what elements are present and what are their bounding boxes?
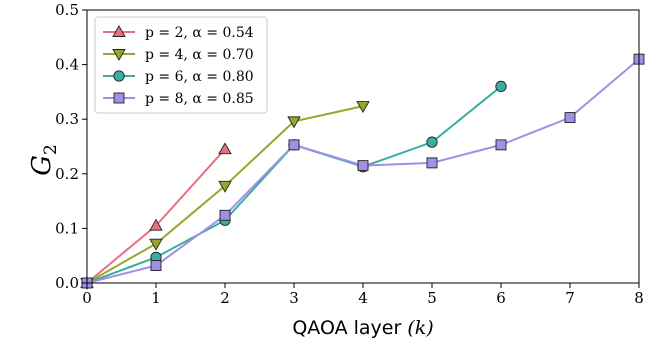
y-tick-label: 0.3 (55, 110, 79, 128)
series-2-point (287, 116, 301, 129)
series-line-3 (86, 85, 502, 284)
series-2-point (149, 238, 163, 251)
y-tick-label: 0.0 (55, 274, 79, 292)
x-tick-label: 5 (427, 289, 437, 307)
y-tick-label: 0.4 (55, 56, 79, 74)
y-tick-label: 0.1 (55, 219, 79, 237)
legend-marker-1 (112, 25, 126, 37)
series-4-point (564, 112, 576, 124)
series-2-point (218, 180, 232, 193)
series-4-point (495, 139, 507, 151)
series-3-point (495, 80, 507, 93)
series-4-point (219, 209, 231, 221)
legend-marker-3 (113, 70, 125, 82)
y-tick-label: 0.5 (55, 1, 79, 19)
legend: p = 2, α = 0.54 p = 4, α = 0.70 p = 6, α =… (94, 16, 268, 114)
y-axis-label-sub: 2 (41, 144, 61, 155)
x-axis: 0 1 2 3 4 5 6 7 8 (82, 283, 644, 307)
series-1-point (218, 142, 232, 155)
x-tick-label: 0 (82, 289, 92, 307)
legend-marker-2 (112, 49, 126, 61)
x-tick-label: 8 (634, 289, 644, 307)
x-tick-label: 7 (565, 289, 575, 307)
legend-label-4: p = 8, α = 0.85 (145, 91, 254, 107)
x-axis-label-var: (k) (407, 317, 433, 339)
x-tick-label: 6 (496, 289, 506, 307)
legend-label-3: p = 6, α = 0.80 (145, 69, 254, 85)
x-tick-label: 3 (289, 289, 299, 307)
x-tick-label: 2 (220, 289, 230, 307)
legend-marker-4 (113, 92, 125, 104)
legend-label-1: p = 2, α = 0.54 (145, 25, 254, 41)
svg-text:G2: G2 (27, 144, 61, 176)
series-4-point (288, 139, 300, 151)
series-4-point (426, 157, 438, 169)
y-axis-label: G2 (27, 144, 61, 176)
y-axis: 0.0 0.1 0.2 0.3 0.4 0.5 (55, 1, 87, 292)
series-1-point (149, 218, 163, 231)
series-2-point (356, 101, 370, 114)
legend-box (94, 16, 268, 114)
y-axis-label-main: G (27, 155, 57, 176)
y-tick-label: 0.2 (55, 165, 79, 183)
legend-label-2: p = 4, α = 0.70 (145, 47, 254, 63)
series-3-point (426, 136, 438, 148)
x-axis-label: QAOA layer (k) (292, 317, 433, 339)
x-tick-label: 1 (151, 289, 161, 307)
x-axis-label-text: QAOA layer (292, 317, 407, 339)
series-4-point (150, 260, 162, 271)
x-tick-label: 4 (358, 289, 368, 307)
series-4-point (357, 160, 369, 172)
series-line-2 (86, 105, 364, 284)
